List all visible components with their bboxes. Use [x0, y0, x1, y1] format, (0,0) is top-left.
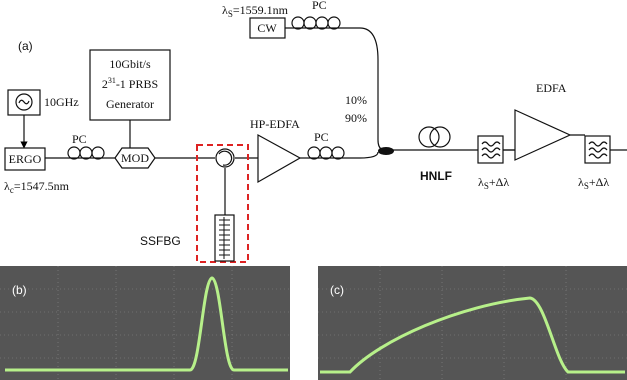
- scope-screen: [0, 266, 290, 380]
- figure: (a) λS=1559.1nm PC CW 10Gbit/s 231-1 PRB…: [0, 0, 627, 380]
- panel-label: (a): [18, 39, 33, 53]
- panel-label: (b): [12, 283, 27, 297]
- filter-label: λS+Δλ: [578, 175, 609, 191]
- ergo-label: ERGO: [9, 152, 42, 166]
- generator-text: 10Gbit/s: [109, 57, 151, 71]
- ssfbg-label: SSFBG: [140, 234, 181, 248]
- hnlf-label: HNLF: [420, 169, 452, 183]
- coupler: [378, 147, 394, 155]
- hp-edfa: [258, 135, 300, 182]
- signal-wavelength: λS=1559.1nm: [222, 3, 289, 19]
- generator-text: Generator: [106, 97, 154, 111]
- clock-wavelength: λc=1547.5nm: [4, 179, 70, 195]
- pc-label: PC: [312, 0, 327, 12]
- pc-label: PC: [314, 130, 329, 144]
- hnlf-spool: [419, 127, 450, 147]
- hp-edfa-label: HP-EDFA: [250, 117, 300, 131]
- mod-label: MOD: [121, 151, 149, 165]
- filter-label: λS+Δλ: [478, 175, 509, 191]
- coupler-label: 90%: [345, 111, 367, 125]
- pc-label: PC: [72, 132, 87, 146]
- clock-label: 10GHz: [44, 95, 79, 109]
- cw-label: CW: [257, 21, 277, 35]
- panel-label: (c): [330, 283, 344, 297]
- coupler-label: 10%: [345, 93, 367, 107]
- edfa-label: EDFA: [536, 81, 567, 95]
- edfa: [515, 110, 570, 160]
- scope-screen: [318, 266, 627, 380]
